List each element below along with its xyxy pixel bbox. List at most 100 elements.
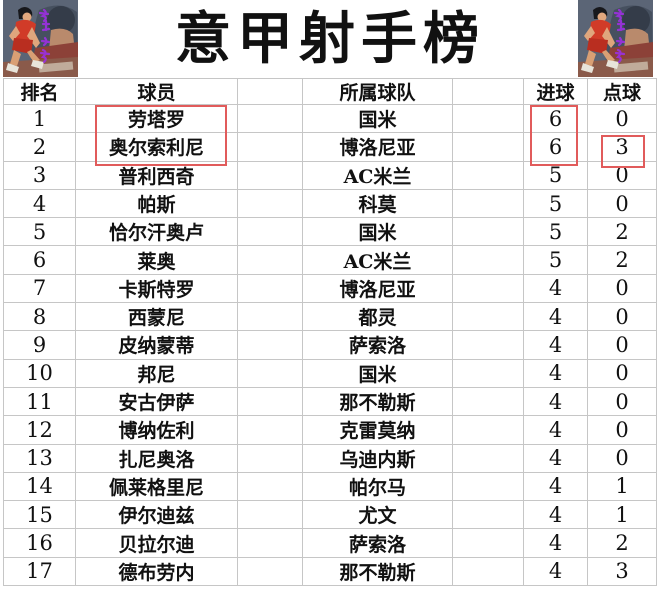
cell-team[interactable]: AC米兰 [303, 246, 453, 275]
cell-goals[interactable]: 4 [524, 444, 588, 473]
cell-penalties[interactable]: 2 [588, 218, 657, 247]
cell-penalties[interactable]: 1 [588, 472, 657, 502]
cell-player[interactable]: 邦尼 [76, 359, 238, 388]
cell-goals[interactable]: 4 [524, 529, 588, 558]
cell-player[interactable]: 西蒙尼 [76, 303, 238, 332]
cell-player[interactable]: 伊尔迪兹 [76, 501, 238, 530]
header-rank[interactable]: 排名 [4, 79, 76, 105]
cell-rank[interactable]: 9 [4, 331, 76, 360]
cell-penalties[interactable]: 2 [588, 246, 657, 275]
cell-team[interactable]: 那不勒斯 [303, 557, 453, 586]
cell-player[interactable]: 佩莱格里尼 [76, 472, 238, 502]
cell-penalties[interactable]: 3 [588, 133, 657, 162]
cell-team[interactable]: 博洛尼亚 [303, 274, 453, 304]
cell-goals[interactable]: 4 [524, 359, 588, 388]
cell-spacer [453, 161, 524, 190]
cell-rank[interactable]: 16 [4, 529, 76, 558]
cell-player[interactable]: 帕斯 [76, 189, 238, 219]
cell-team[interactable]: 国米 [303, 105, 453, 134]
cell-penalties[interactable]: 0 [588, 359, 657, 388]
cell-goals[interactable]: 4 [524, 472, 588, 502]
cell-team[interactable]: 帕尔马 [303, 472, 453, 502]
cell-team[interactable]: 萨索洛 [303, 331, 453, 360]
cell-penalties[interactable]: 0 [588, 303, 657, 332]
cell-player[interactable]: 皮纳蒙蒂 [76, 331, 238, 360]
cell-penalties[interactable]: 0 [588, 444, 657, 473]
cell-rank[interactable]: 11 [4, 387, 76, 417]
cell-goals[interactable]: 4 [524, 303, 588, 332]
cell-rank[interactable]: 2 [4, 133, 76, 162]
cell-goals[interactable]: 6 [524, 105, 588, 134]
cell-spacer [238, 161, 303, 190]
cell-penalties[interactable]: 0 [588, 189, 657, 219]
cell-rank[interactable]: 10 [4, 359, 76, 388]
cell-spacer [453, 331, 524, 360]
cell-penalties[interactable]: 3 [588, 557, 657, 586]
cell-penalties[interactable]: 2 [588, 529, 657, 558]
header-spacer [453, 79, 524, 105]
cell-spacer [238, 303, 303, 332]
cell-rank[interactable]: 1 [4, 105, 76, 134]
cell-team[interactable]: 国米 [303, 218, 453, 247]
cell-penalties[interactable]: 0 [588, 331, 657, 360]
cell-spacer [238, 274, 303, 304]
cell-goals[interactable]: 4 [524, 387, 588, 417]
cell-penalties[interactable]: 0 [588, 387, 657, 417]
cell-player[interactable]: 劳塔罗 [76, 105, 238, 134]
cell-player[interactable]: 恰尔汗奥卢 [76, 218, 238, 247]
cell-player[interactable]: 莱奥 [76, 246, 238, 275]
cell-spacer [453, 359, 524, 388]
cell-penalties[interactable]: 1 [588, 501, 657, 530]
cell-player[interactable]: 博纳佐利 [76, 416, 238, 445]
cell-team[interactable]: 科莫 [303, 189, 453, 219]
cell-rank[interactable]: 6 [4, 246, 76, 275]
cell-goals[interactable]: 4 [524, 557, 588, 586]
cell-rank[interactable]: 15 [4, 501, 76, 530]
cell-rank[interactable]: 3 [4, 161, 76, 190]
cell-goals[interactable]: 4 [524, 274, 588, 304]
header-player[interactable]: 球员 [76, 79, 238, 105]
cell-spacer [238, 387, 303, 417]
cell-goals[interactable]: 4 [524, 501, 588, 530]
cell-player[interactable]: 普利西奇 [76, 161, 238, 190]
cell-goals[interactable]: 5 [524, 246, 588, 275]
cell-spacer [453, 472, 524, 502]
cell-team[interactable]: AC米兰 [303, 161, 453, 190]
header-goals[interactable]: 进球 [524, 79, 588, 105]
cell-goals[interactable]: 5 [524, 189, 588, 219]
cell-rank[interactable]: 12 [4, 416, 76, 445]
cell-player[interactable]: 卡斯特罗 [76, 274, 238, 304]
cell-player[interactable]: 扎尼奥洛 [76, 444, 238, 473]
cell-player[interactable]: 德布劳内 [76, 557, 238, 586]
cell-team[interactable]: 克雷莫纳 [303, 416, 453, 445]
cell-goals[interactable]: 5 [524, 218, 588, 247]
cell-penalties[interactable]: 0 [588, 161, 657, 190]
cell-team[interactable]: 萨索洛 [303, 529, 453, 558]
cell-team[interactable]: 乌迪内斯 [303, 444, 453, 473]
cell-team[interactable]: 国米 [303, 359, 453, 388]
cell-rank[interactable]: 7 [4, 274, 76, 304]
cell-goals[interactable]: 4 [524, 416, 588, 445]
cell-player[interactable]: 贝拉尔迪 [76, 529, 238, 558]
header-penalties[interactable]: 点球 [588, 79, 657, 105]
cell-rank[interactable]: 4 [4, 189, 76, 219]
cell-rank[interactable]: 14 [4, 472, 76, 502]
cell-penalties[interactable]: 0 [588, 105, 657, 134]
header-team[interactable]: 所属球队 [303, 79, 453, 105]
cell-goals[interactable]: 4 [524, 331, 588, 360]
cell-team[interactable]: 博洛尼亚 [303, 133, 453, 162]
cell-rank[interactable]: 5 [4, 218, 76, 247]
cell-player[interactable]: 奥尔索利尼 [76, 133, 238, 162]
cell-rank[interactable]: 17 [4, 557, 76, 586]
cell-penalties[interactable]: 0 [588, 416, 657, 445]
cell-rank[interactable]: 13 [4, 444, 76, 473]
cell-goals[interactable]: 5 [524, 161, 588, 190]
cell-team[interactable]: 那不勒斯 [303, 387, 453, 417]
cell-team[interactable]: 都灵 [303, 303, 453, 332]
cell-penalties[interactable]: 0 [588, 274, 657, 304]
cell-player[interactable]: 安古伊萨 [76, 387, 238, 417]
cell-rank[interactable]: 8 [4, 303, 76, 332]
cell-goals[interactable]: 6 [524, 133, 588, 162]
cell-team[interactable]: 尤文 [303, 501, 453, 530]
